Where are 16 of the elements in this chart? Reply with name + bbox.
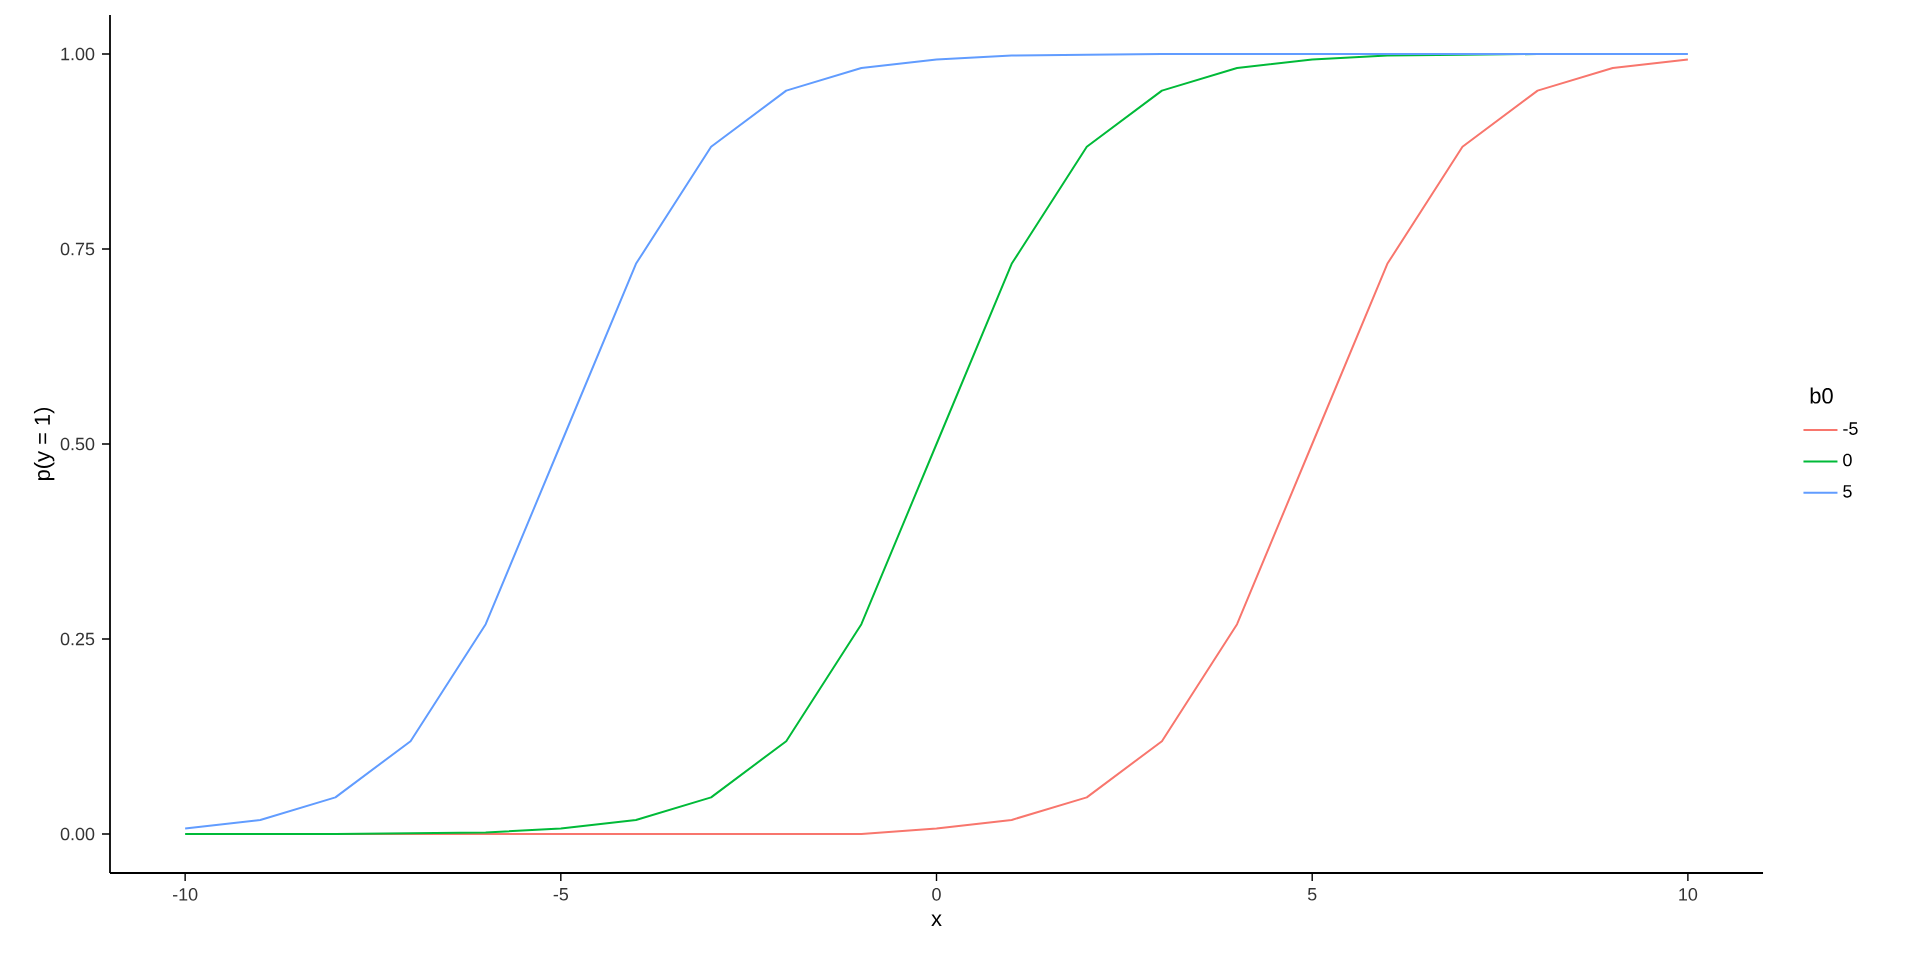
legend-label: 0 xyxy=(1843,453,1852,467)
legend-title: b0 xyxy=(1810,387,1833,404)
x-tick-label: -10 xyxy=(172,888,198,901)
x-tick-label: -5 xyxy=(553,888,569,901)
legend-label: -5 xyxy=(1843,422,1858,435)
y-tick-label: 0.75 xyxy=(60,242,95,256)
x-tick-label: 0 xyxy=(932,888,941,901)
y-tick-label: 0.00 xyxy=(60,827,95,841)
y-tick-label: 0.50 xyxy=(60,437,95,451)
x-tick-label: 10 xyxy=(1679,888,1698,901)
legend-label: 5 xyxy=(1843,485,1852,498)
y-tick-label: 0.25 xyxy=(60,632,95,646)
x-axis-title: x xyxy=(931,914,942,926)
y-axis-title: p(y = 1) xyxy=(33,407,55,481)
x-tick-label: 5 xyxy=(1307,888,1317,901)
y-tick-label: 1.00 xyxy=(61,47,95,61)
